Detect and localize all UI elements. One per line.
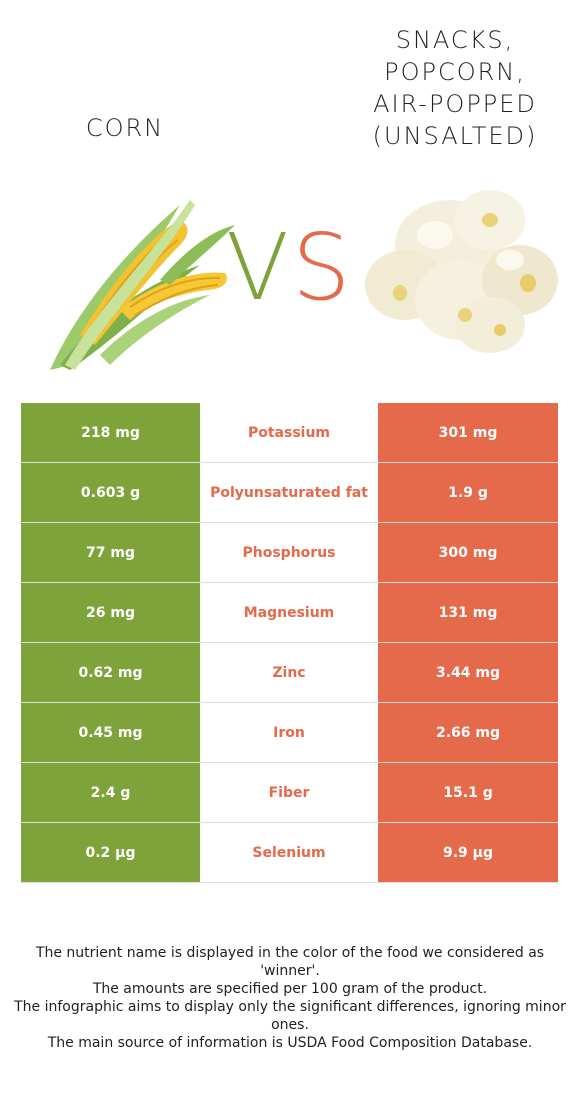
right-food-value: 15.1 g	[378, 762, 558, 823]
left-food-value: 0.62 mg	[21, 642, 200, 703]
nutrient-name: Phosphorus	[200, 522, 378, 583]
corn-image	[50, 200, 235, 370]
footnote-line: The nutrient name is displayed in the co…	[35, 945, 545, 979]
nutrient-row: 0.62 mg Zinc 3.44 mg	[21, 642, 558, 703]
footnote-line: The amounts are specified per 100 gram o…	[92, 981, 488, 997]
nutrient-table: 218 mg Potassium 301 mg 0.603 g Polyunsatura…	[21, 403, 558, 883]
left-food-value: 2.4 g	[21, 762, 200, 823]
vs-letter-s: S	[292, 214, 351, 321]
left-food-title: CORN	[85, 114, 165, 142]
footnote-line: The main source of information is USDA F…	[47, 1035, 533, 1051]
nutrient-row: 26 mg Magnesium 131 mg	[21, 582, 558, 643]
left-food-value: 218 mg	[21, 403, 200, 463]
footnote: The nutrient name is displayed in the co…	[10, 944, 570, 1052]
right-food-value: 301 mg	[378, 403, 558, 463]
left-food-value: 26 mg	[21, 582, 200, 643]
nutrient-name: Potassium	[200, 403, 378, 463]
right-food-title: SNACKS, POPCORN, AIR-POPPED (UNSALTED)	[372, 26, 538, 150]
nutrient-name: Fiber	[200, 762, 378, 823]
nutrient-row: 77 mg Phosphorus 300 mg	[21, 522, 558, 583]
nutrient-row: 0.603 g Polyunsaturated fat 1.9 g	[21, 462, 558, 523]
nutrient-row: 2.4 g Fiber 15.1 g	[21, 762, 558, 823]
right-food-value: 2.66 mg	[378, 702, 558, 763]
nutrient-name: Magnesium	[200, 582, 378, 643]
nutrient-name: Polyunsaturated fat	[200, 462, 378, 523]
vs-letter-v: V	[226, 214, 289, 321]
right-food-value: 9.9 µg	[378, 822, 558, 883]
footnote-line: The infographic aims to display only the…	[14, 999, 566, 1033]
right-food-value: 3.44 mg	[378, 642, 558, 703]
nutrient-name: Selenium	[200, 822, 378, 883]
nutrient-name: Zinc	[200, 642, 378, 703]
left-food-value: 0.603 g	[21, 462, 200, 523]
nutrient-row: 0.2 µg Selenium 9.9 µg	[21, 822, 558, 883]
right-food-value: 1.9 g	[378, 462, 558, 523]
left-food-value: 0.2 µg	[21, 822, 200, 883]
left-food-value: 77 mg	[21, 522, 200, 583]
popcorn-image	[365, 190, 558, 353]
nutrient-name: Iron	[200, 702, 378, 763]
nutrient-row: 0.45 mg Iron 2.66 mg	[21, 702, 558, 763]
right-food-value: 300 mg	[378, 522, 558, 583]
nutrient-row: 218 mg Potassium 301 mg	[21, 403, 558, 463]
left-food-value: 0.45 mg	[21, 702, 200, 763]
right-food-value: 131 mg	[378, 582, 558, 643]
